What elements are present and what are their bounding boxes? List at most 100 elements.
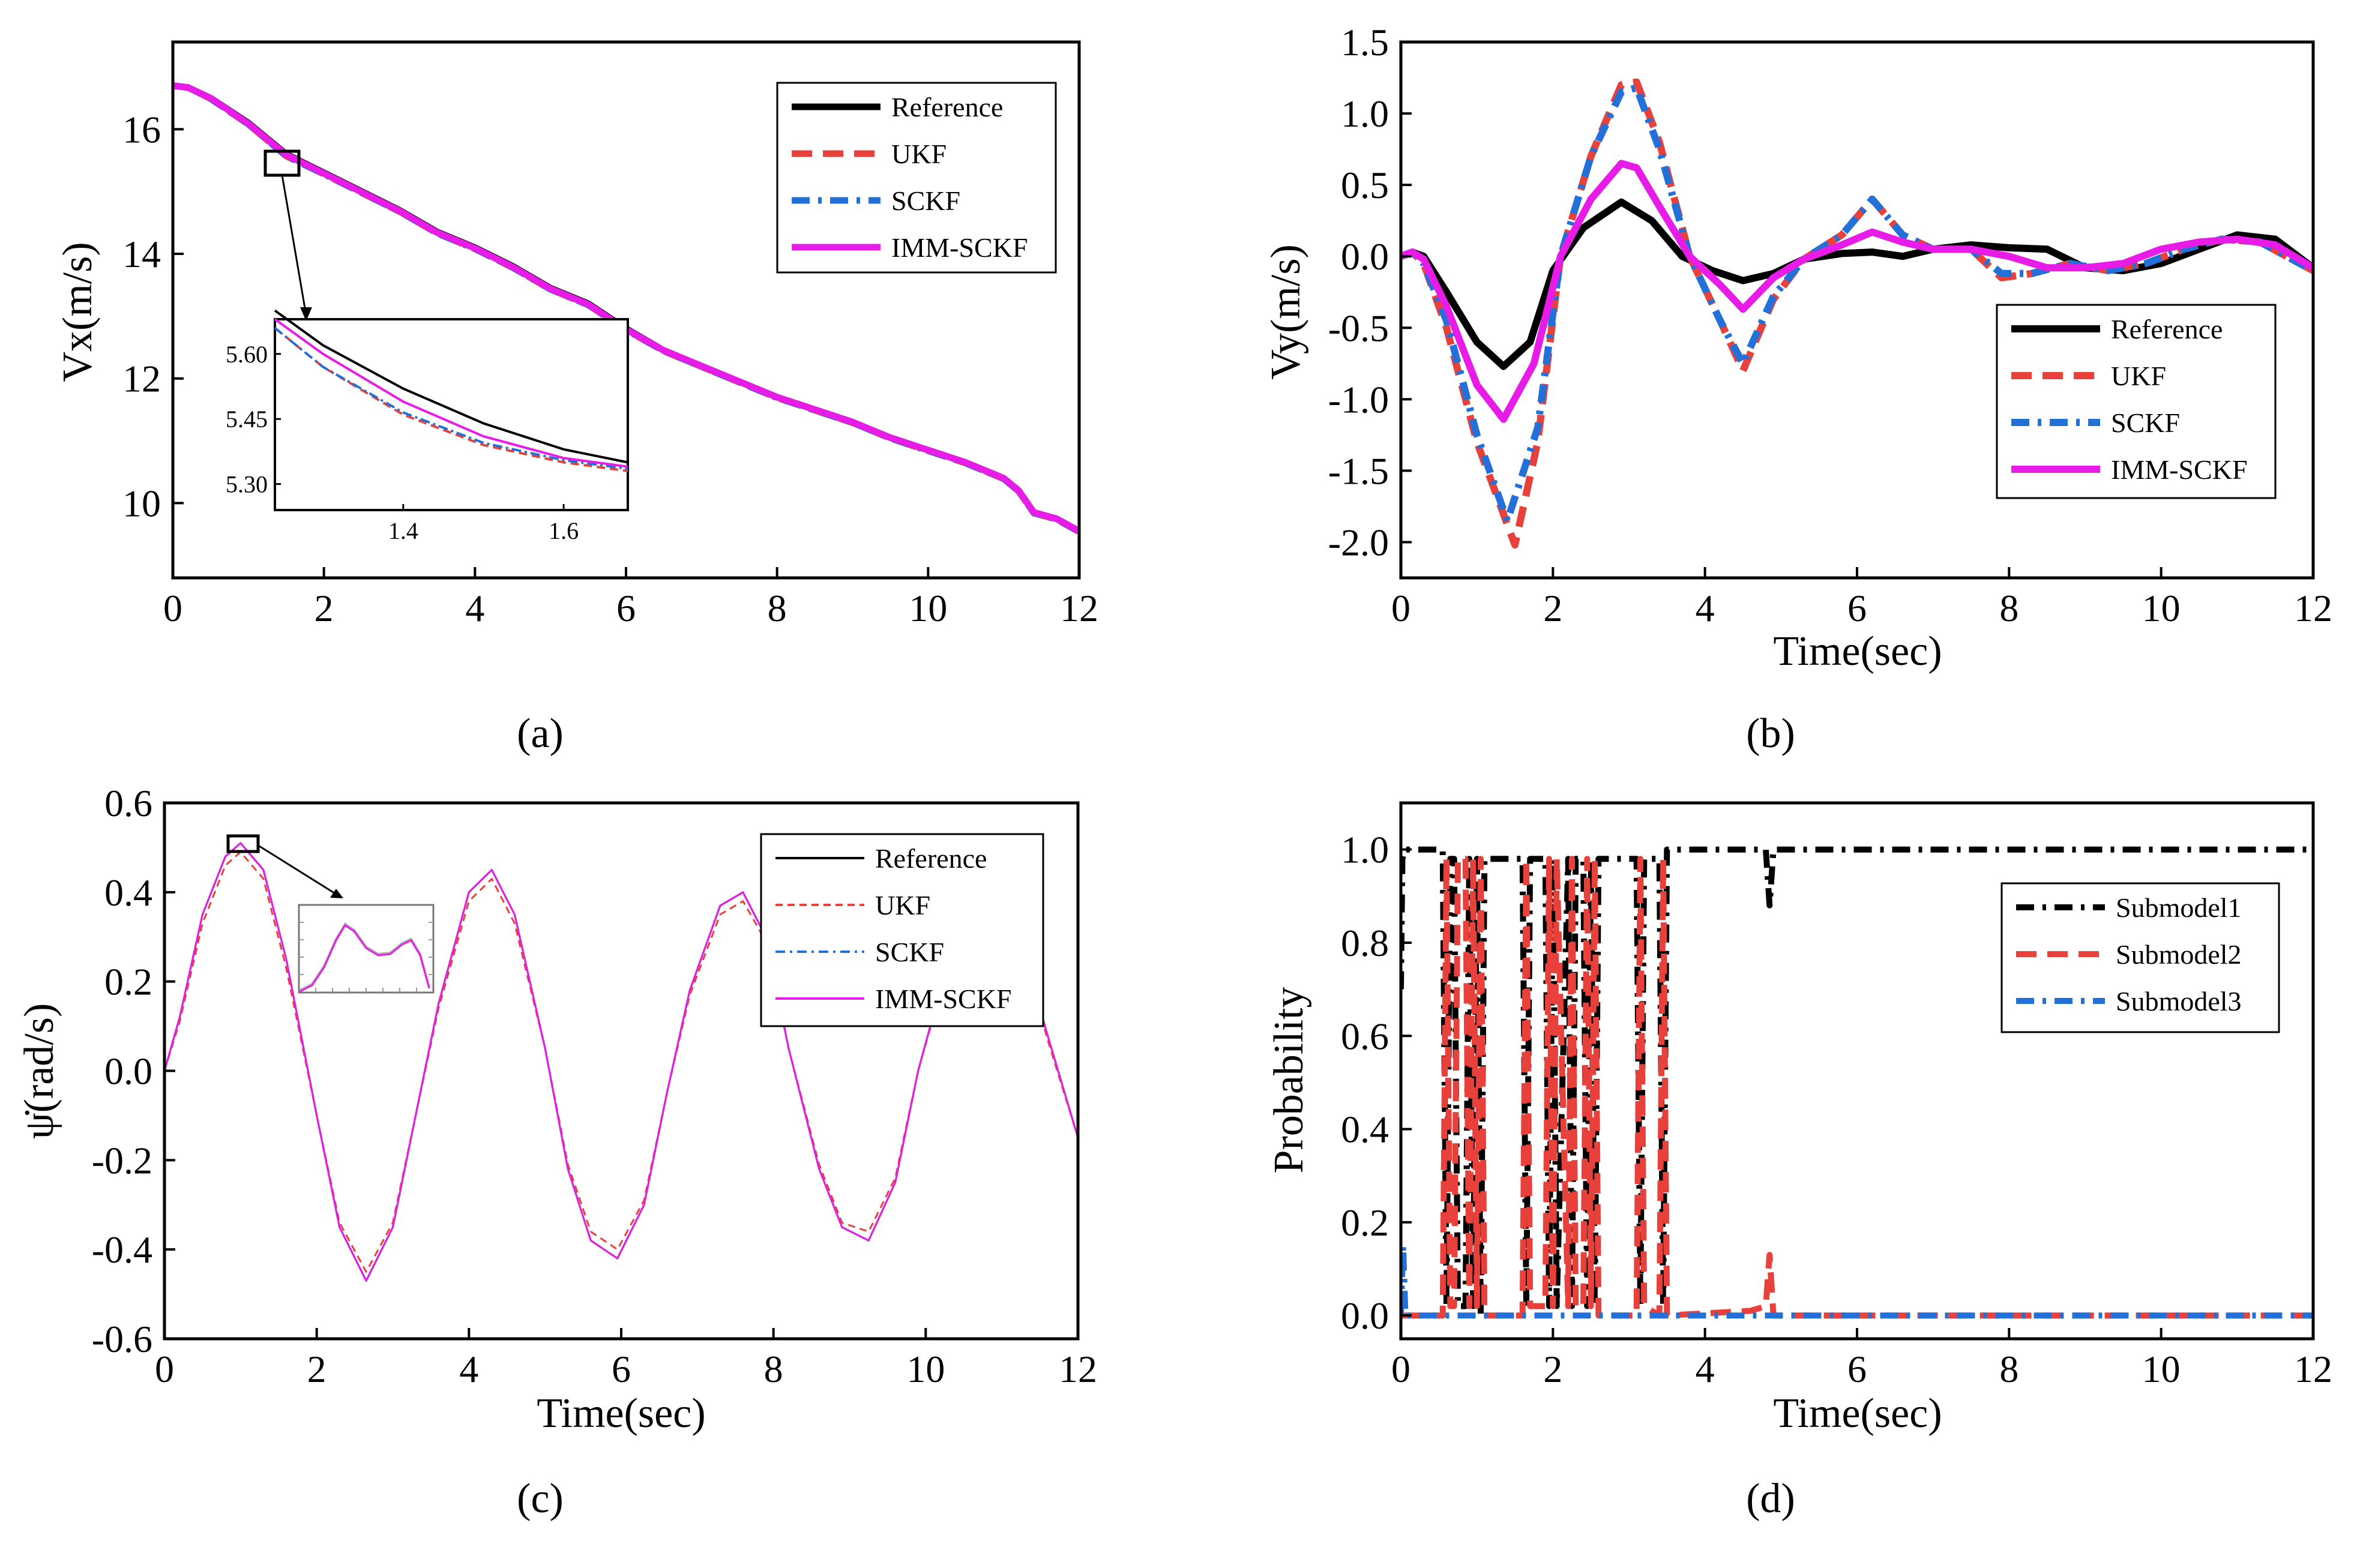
panel-a-legend: Reference UKF SCKF IMM-SCKF [776,82,1057,274]
panel-b-x-tick-label: 0 [1391,587,1410,629]
panel-c-x-tick-label: 10 [906,1348,945,1390]
panel-b-x-tick-label: 6 [1847,587,1867,629]
panel-c-x-tick-label: 6 [612,1348,631,1390]
panel-d-x-tick-label: 4 [1696,1348,1715,1390]
panel-d-x-axis-title: Time(sec) [1773,1390,1942,1437]
panel-c-inset-imm-sckf-curve [300,924,430,993]
panel-b-vy-chart: 0 2 4 6 8 10 12 -2.0 -1.5 -1.0 -0.5 0.0 0.5 1.0 1.5 Vy… [1263,21,2332,757]
panel-c-legend-label: SCKF [875,937,944,967]
panel-b-y-tick-label: -2.0 [1328,521,1389,563]
panel-a-legend-label: Reference [891,92,1003,122]
panel-b-x-tick-label: 8 [1999,587,2018,629]
panel-d-x-tick-label: 8 [1999,1348,2018,1390]
panel-c-legend-label: Reference [875,843,987,874]
panel-a-inset-series-sckf [274,326,628,470]
panel-d-y-tick-label: 1.0 [1341,829,1389,871]
panel-d-x-tick-label: 12 [2294,1348,2332,1390]
panel-c-y-tick-label: -0.6 [92,1318,152,1360]
panel-b-x-tick-label: 2 [1543,587,1562,629]
panel-b-y-tick-label: -0.5 [1328,307,1389,349]
panel-d-probability-chart: 0 2 4 6 8 10 120.00.20.40.60.81.0 Probability … [1266,801,2332,1522]
panel-a-inset-series-imm-sckf [274,318,628,468]
panel-b-series-imm-sckf [1401,160,2313,423]
panel-b-y-tick-label: -1.0 [1328,378,1389,421]
panel-b-x-tick-label: 12 [2294,587,2332,629]
panel-a-x-tick-label: 4 [465,587,484,629]
panel-d-y-tick-label: 0.2 [1341,1201,1389,1244]
panel-c-zoom-box [226,834,260,853]
panel-a-inset-x-tick-label: 1.6 [549,517,579,544]
panel-a-y-tick-label: 14 [122,233,161,275]
panel-d-legend-label: Submodel1 [2116,892,2242,923]
panel-d-y-tick-label: 0.8 [1341,922,1389,964]
panel-b-y-axis-title: Vy(m/s) [1263,244,1309,380]
panel-d-y-tick-label: 0.6 [1341,1015,1389,1057]
panel-b-y-tick-label: 0.0 [1341,235,1389,278]
panel-d-label: (d) [1746,1476,1795,1522]
panel-c-series-imm-sckf [164,842,1078,1282]
panel-c-legend: Reference UKF SCKF IMM-SCKF [760,833,1044,1027]
panel-c-x-axis-title: Time(sec) [537,1390,705,1437]
panel-a-legend-label: SCKF [891,185,960,216]
panel-a-x-tick-label: 8 [768,587,787,629]
panel-a-zoom-arrow [281,175,307,316]
panel-d-x-tick-label: 2 [1543,1348,1562,1390]
panel-c-y-tick-label: 0.2 [104,961,152,1003]
panel-b-x-tick-label: 10 [2142,587,2181,629]
panel-d-y-tick-label: 0.4 [1341,1108,1389,1151]
panel-d-legend-label: Submodel2 [2116,939,2242,970]
panel-a-inset-y-tick-label: 5.60 [226,341,268,368]
panel-c-x-tick-label: 8 [764,1348,783,1390]
panel-a-x-tick-label: 10 [909,587,947,629]
panel-c-x-tick-label: 0 [155,1348,174,1390]
panel-d-y-axis-title: Probability [1266,987,1312,1173]
panel-c-x-tick-label: 4 [459,1348,478,1390]
panel-c-y-tick-label: 0.6 [104,782,152,825]
panel-a-inset: 1.4 1.6 5.30 5.45 5.60 [226,309,629,544]
panel-c-label: (c) [517,1476,564,1522]
panel-a-y-tick-label: 12 [122,358,161,400]
panel-c-y-tick-label: -0.4 [92,1228,152,1271]
panel-b-legend-label: Reference [2111,314,2223,344]
panel-d-x-tick-label: 10 [2142,1348,2181,1390]
panel-a-label: (a) [517,710,564,757]
panel-b-y-tick-label: -1.5 [1328,449,1389,492]
panel-d-legend: Submodel1 Submodel2 Submodel3 [2000,882,2280,1033]
panel-a-legend-label: IMM-SCKF [891,232,1028,263]
panel-a-y-tick-label: 10 [122,482,161,524]
panel-a-inset-y-tick-label: 5.45 [226,406,268,433]
panel-c-legend-label: IMM-SCKF [875,984,1012,1014]
panel-c-x-tick-label: 2 [307,1348,327,1390]
panel-a-x-tick-label: 6 [616,587,636,629]
panel-d-legend-label: Submodel3 [2116,986,2242,1017]
panel-b-legend-label: IMM-SCKF [2111,454,2248,485]
panel-c-legend-label: UKF [875,890,930,921]
panel-b-label: (b) [1746,710,1795,757]
panel-d-y-tick-label: 0.0 [1341,1294,1389,1337]
panel-c-yaw-rate-chart: 0 2 4 6 8 10 12 -0.6 -0.4 -0.2 0.0 0.2 0.4 0.6 ψ̇(rad… [16,782,1097,1522]
panel-d-series-submodel2 [1401,856,2313,1319]
panel-c-zoom-arrowhead [330,889,343,898]
panel-c-y-tick-label: -0.2 [92,1139,152,1182]
panel-c-y-tick-label: 0.0 [104,1050,152,1093]
panel-a-zoom-arrowhead [300,307,312,321]
panel-b-legend-label: UKF [2111,361,2166,391]
panel-d-x-tick-label: 0 [1391,1348,1410,1390]
panel-b-legend-label: SCKF [2111,407,2180,438]
panel-b-y-tick-label: 1.5 [1341,21,1389,64]
panel-a-vx-chart: 0 2 4 6 8 10 12 10 12 14 16 Vx(m/s) 1.4 1.6 5.30 5.45… [55,40,1098,757]
panel-d-series-submodel3 [1401,1242,2313,1319]
panel-b-x-tick-label: 4 [1696,587,1715,629]
panel-b-series-sckf [1401,84,2313,524]
panel-b-y-tick-label: 0.5 [1341,164,1389,206]
panel-a-x-tick-label: 2 [315,587,334,629]
panel-c-zoom-arrow [259,845,337,895]
panel-c-x-tick-label: 12 [1059,1348,1097,1390]
panel-a-series-imm-sckf [173,82,1079,534]
panel-a-x-tick-label: 0 [163,587,182,629]
panel-a-inset-x-tick-label: 1.4 [388,517,418,544]
panel-b-y-tick-label: 1.0 [1341,92,1389,135]
panel-d-x-tick-label: 6 [1847,1348,1867,1390]
panel-a-inset-series-reference [274,309,628,464]
